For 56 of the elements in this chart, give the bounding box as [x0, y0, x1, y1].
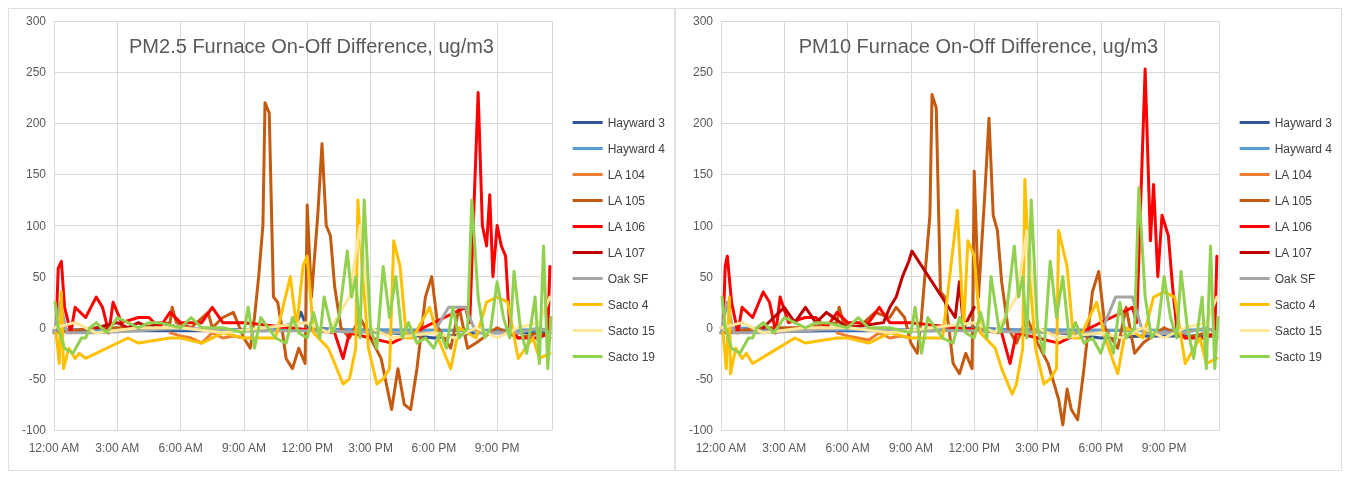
y-tick-label: 250	[25, 65, 47, 80]
y-tick-label: 300	[25, 14, 47, 28]
x-tick-label: 9:00 PM	[1141, 441, 1187, 455]
y-tick-label: -100	[21, 423, 47, 437]
x-tick-label: 9:00 AM	[888, 441, 933, 455]
legend-label: Sacto 4	[607, 297, 649, 312]
x-tick-label: 6:00 AM	[158, 441, 203, 455]
legend-label: Hayward 3	[607, 115, 666, 130]
y-tick-label: 150	[692, 167, 714, 182]
x-tick-label: 6:00 AM	[825, 441, 870, 455]
legend-label: Sacto 15	[1274, 323, 1323, 338]
y-tick-label: 50	[32, 269, 47, 284]
x-tick-label: 12:00 AM	[695, 441, 747, 455]
x-tick-label: 3:00 PM	[1015, 441, 1060, 455]
legend-label: Hayward 4	[1274, 141, 1333, 156]
x-tick-label: 3:00 AM	[95, 441, 140, 455]
x-tick-label: 9:00 PM	[474, 441, 520, 455]
x-tick-label: 3:00 AM	[762, 441, 807, 455]
legend-label: Hayward 4	[607, 141, 666, 156]
text: PM10 Furnace On-Off Difference, ug/m3	[798, 35, 1159, 57]
legend-label: LA 105	[1274, 193, 1313, 208]
x-tick-label: 6:00 PM	[411, 441, 457, 455]
legend-label: LA 104	[607, 167, 646, 182]
legend-label: Oak SF	[607, 271, 649, 286]
legend-label: LA 105	[607, 193, 646, 208]
y-tick-label: 300	[692, 14, 714, 28]
legend-label: LA 104	[1274, 167, 1313, 182]
x-tick-label: 12:00 PM	[281, 441, 333, 455]
y-tick-label: -50	[28, 371, 47, 386]
y-tick-label: 200	[25, 116, 47, 131]
y-tick-label: 50	[699, 269, 714, 284]
y-tick-label: -100	[688, 423, 714, 437]
legend-label: Sacto 19	[607, 349, 656, 364]
y-tick-label: 250	[692, 65, 714, 80]
x-tick-label: 12:00 AM	[28, 441, 80, 455]
x-tick-label: 12:00 PM	[948, 441, 1000, 455]
legend-label: Sacto 4	[1274, 297, 1316, 312]
y-tick-label: 200	[692, 116, 714, 131]
legend-label: LA 107	[1274, 245, 1313, 260]
text: PM2.5 Furnace On-Off Difference, ug/m3	[129, 35, 494, 57]
x-tick-label: 6:00 PM	[1078, 441, 1124, 455]
legend-label: Hayward 3	[1274, 115, 1333, 130]
legend-label: Sacto 19	[1274, 349, 1323, 364]
y-tick-label: 0	[706, 320, 714, 335]
legend-label: Sacto 15	[607, 323, 656, 338]
legend-label: LA 106	[1274, 219, 1313, 234]
legend-label: LA 106	[607, 219, 646, 234]
y-tick-label: 0	[39, 320, 47, 335]
y-tick-label: -50	[695, 371, 714, 386]
x-tick-label: 9:00 AM	[221, 441, 266, 455]
y-tick-label: 150	[25, 167, 47, 182]
y-tick-label: 100	[692, 218, 714, 233]
x-tick-label: 3:00 PM	[348, 441, 393, 455]
y-tick-label: 100	[25, 218, 47, 233]
legend-label: Oak SF	[1274, 271, 1316, 286]
legend-label: LA 107	[607, 245, 646, 260]
